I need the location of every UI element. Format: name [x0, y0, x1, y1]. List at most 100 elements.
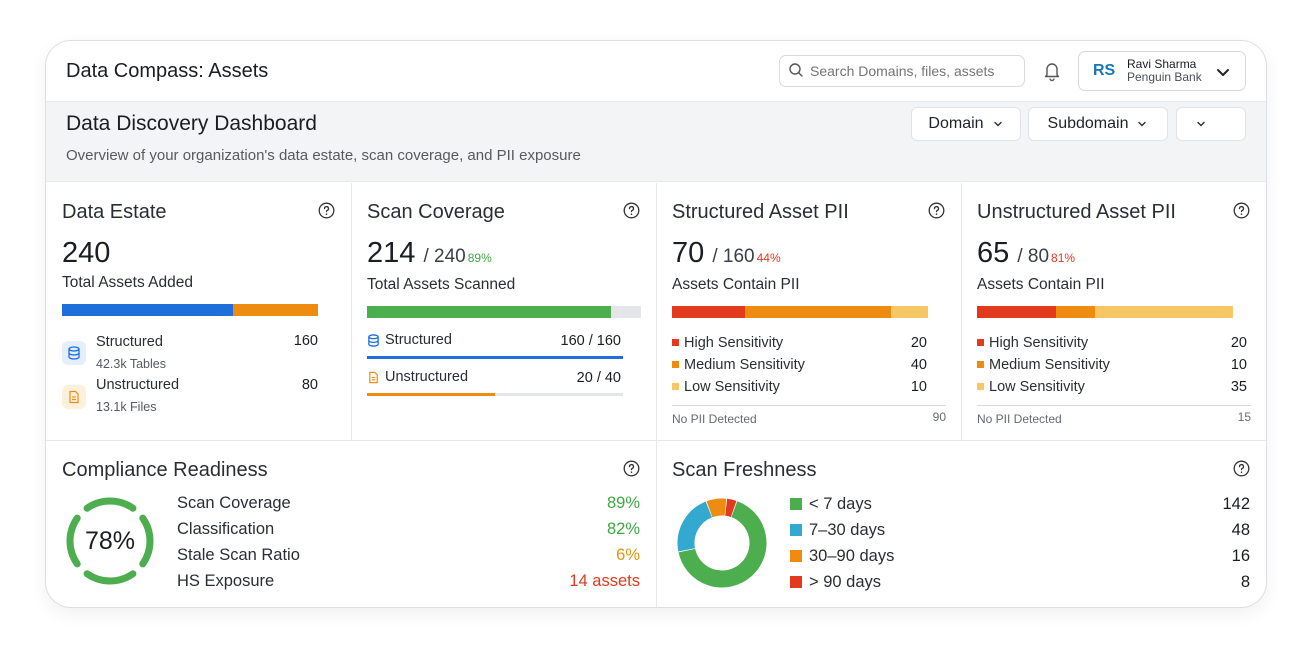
freshness-value: 48 — [1231, 521, 1250, 539]
dashboard-frame: Data Compass: Assets RS Ravi Sharma Peng… — [45, 40, 1267, 608]
subdomain-dropdown-label: Subdomain — [1047, 115, 1129, 132]
freshness-legend-item: 30–90 days — [790, 547, 894, 566]
low-label: Low Sensitivity — [684, 379, 780, 395]
legend-item: Low Sensitivity — [977, 379, 1085, 395]
medium-value: 10 — [1230, 357, 1247, 373]
help-icon[interactable] — [1233, 460, 1250, 477]
unstructured-pii-caption: Assets Contain PII — [977, 276, 1105, 293]
search-input[interactable] — [810, 63, 1010, 79]
compliance-metric-label: Classification — [177, 520, 275, 538]
compliance-metric-value: 82% — [606, 520, 640, 538]
coverage-unstructured-value: 20 / 40 — [576, 370, 621, 386]
unstructured-value: 80 — [301, 377, 318, 393]
structured-pii-of-total: / 160 — [712, 246, 755, 267]
low-segment — [1095, 306, 1233, 318]
user-org: Penguin Bank — [1127, 70, 1202, 84]
unstructured-progress — [367, 393, 623, 396]
compliance-metric-value: 6% — [616, 546, 640, 564]
domain-dropdown[interactable]: Domain — [911, 107, 1021, 141]
divider — [656, 183, 657, 607]
database-icon — [367, 334, 380, 352]
compliance-metric-label: Scan Coverage — [177, 494, 291, 512]
divider — [977, 405, 1251, 406]
low-value: 10 — [910, 379, 927, 395]
high-segment — [977, 306, 1056, 318]
structured-sub: 42.3k Tables — [96, 357, 166, 371]
no-pii-value: 15 — [1237, 410, 1251, 424]
card-title: Scan Coverage — [367, 201, 505, 223]
scanned-of-total: / 240 — [423, 246, 466, 267]
filter-dropdown[interactable] — [1176, 107, 1246, 141]
structured-pii-value: 70 / 160 44% — [672, 237, 781, 270]
unstructured-pii-percent: 81% — [1051, 251, 1076, 265]
chevron-down-icon — [1215, 64, 1231, 85]
low-segment — [891, 306, 928, 318]
compliance-metric-value: 89% — [606, 494, 640, 512]
help-icon[interactable] — [928, 202, 945, 219]
unstructured-sub: 13.1k Files — [96, 400, 157, 414]
coverage-unstructured-label: Unstructured — [385, 369, 469, 385]
compliance-gauge — [66, 497, 154, 585]
user-initials: RS — [1093, 62, 1116, 79]
subdomain-dropdown[interactable]: Subdomain — [1028, 107, 1168, 141]
unstructured-label: Unstructured — [96, 377, 180, 393]
unstructured-segment — [232, 304, 318, 316]
medium-label: Medium Sensitivity — [989, 357, 1110, 373]
coverage-structured-label: Structured — [385, 332, 452, 348]
legend-item: High Sensitivity — [977, 335, 1088, 351]
donut-slice — [706, 498, 727, 518]
structured-progress — [367, 356, 623, 359]
high-value: 20 — [910, 335, 927, 351]
freshness-value: 8 — [1240, 573, 1250, 591]
freshness-donut — [677, 498, 767, 588]
unstructured-pii-value: 65 / 80 81% — [977, 237, 1075, 270]
freshness-legend-item: < 7 days — [790, 495, 872, 514]
freshness-value: 142 — [1222, 495, 1250, 513]
legend-item: Low Sensitivity — [672, 379, 780, 395]
structured-progress-fill — [367, 356, 623, 359]
app-title: Data Compass: Assets — [66, 60, 269, 82]
high-value: 20 — [1230, 335, 1247, 351]
card-title: Structured Asset PII — [672, 201, 849, 223]
user-name: Ravi Sharma — [1127, 57, 1197, 71]
page-title: Data Discovery Dashboard — [66, 112, 317, 135]
help-icon[interactable] — [318, 202, 335, 219]
domain-dropdown-label: Domain — [928, 115, 984, 132]
divider — [961, 183, 962, 440]
scanned-percent: 89% — [467, 251, 492, 265]
card-title: Unstructured Asset PII — [977, 201, 1176, 223]
header-band: Data Discovery Dashboard Overview of you… — [46, 101, 1266, 182]
high-label: High Sensitivity — [684, 335, 784, 351]
chevron-down-icon — [993, 121, 1002, 127]
unstructured-pii-bar — [977, 306, 1233, 318]
total-assets-caption: Total Assets Added — [62, 274, 193, 291]
structured-value: 160 — [293, 333, 318, 349]
search-box[interactable] — [779, 55, 1025, 87]
structured-label: Structured — [96, 334, 163, 350]
chevron-down-icon — [1138, 121, 1147, 127]
estate-split-bar — [62, 304, 318, 316]
coverage-structured-value: 160 / 160 — [560, 333, 621, 349]
gauge-segment — [83, 570, 137, 585]
legend-item: Medium Sensitivity — [977, 357, 1110, 373]
divider — [672, 405, 946, 406]
bell-icon[interactable] — [1042, 60, 1062, 82]
gauge-segment — [139, 514, 154, 568]
no-pii-label: No PII Detected — [977, 412, 1062, 426]
help-icon[interactable] — [1233, 202, 1250, 219]
legend-item: High Sensitivity — [672, 335, 783, 351]
low-value: 35 — [1230, 379, 1247, 395]
coverage-bar — [367, 306, 641, 318]
medium-segment — [1055, 306, 1096, 318]
medium-label: Medium Sensitivity — [684, 357, 805, 373]
search-icon — [788, 62, 804, 81]
structured-segment — [62, 304, 233, 316]
compliance-metric-label: Stale Scan Ratio — [177, 546, 300, 564]
high-label: High Sensitivity — [989, 335, 1089, 351]
help-icon[interactable] — [623, 460, 640, 477]
unstructured-pii-of-total: / 80 — [1017, 246, 1050, 267]
help-icon[interactable] — [623, 202, 640, 219]
freshness-legend-item: > 90 days — [790, 573, 881, 592]
divider — [351, 183, 352, 440]
user-menu[interactable]: RS Ravi Sharma Penguin Bank — [1078, 51, 1246, 91]
